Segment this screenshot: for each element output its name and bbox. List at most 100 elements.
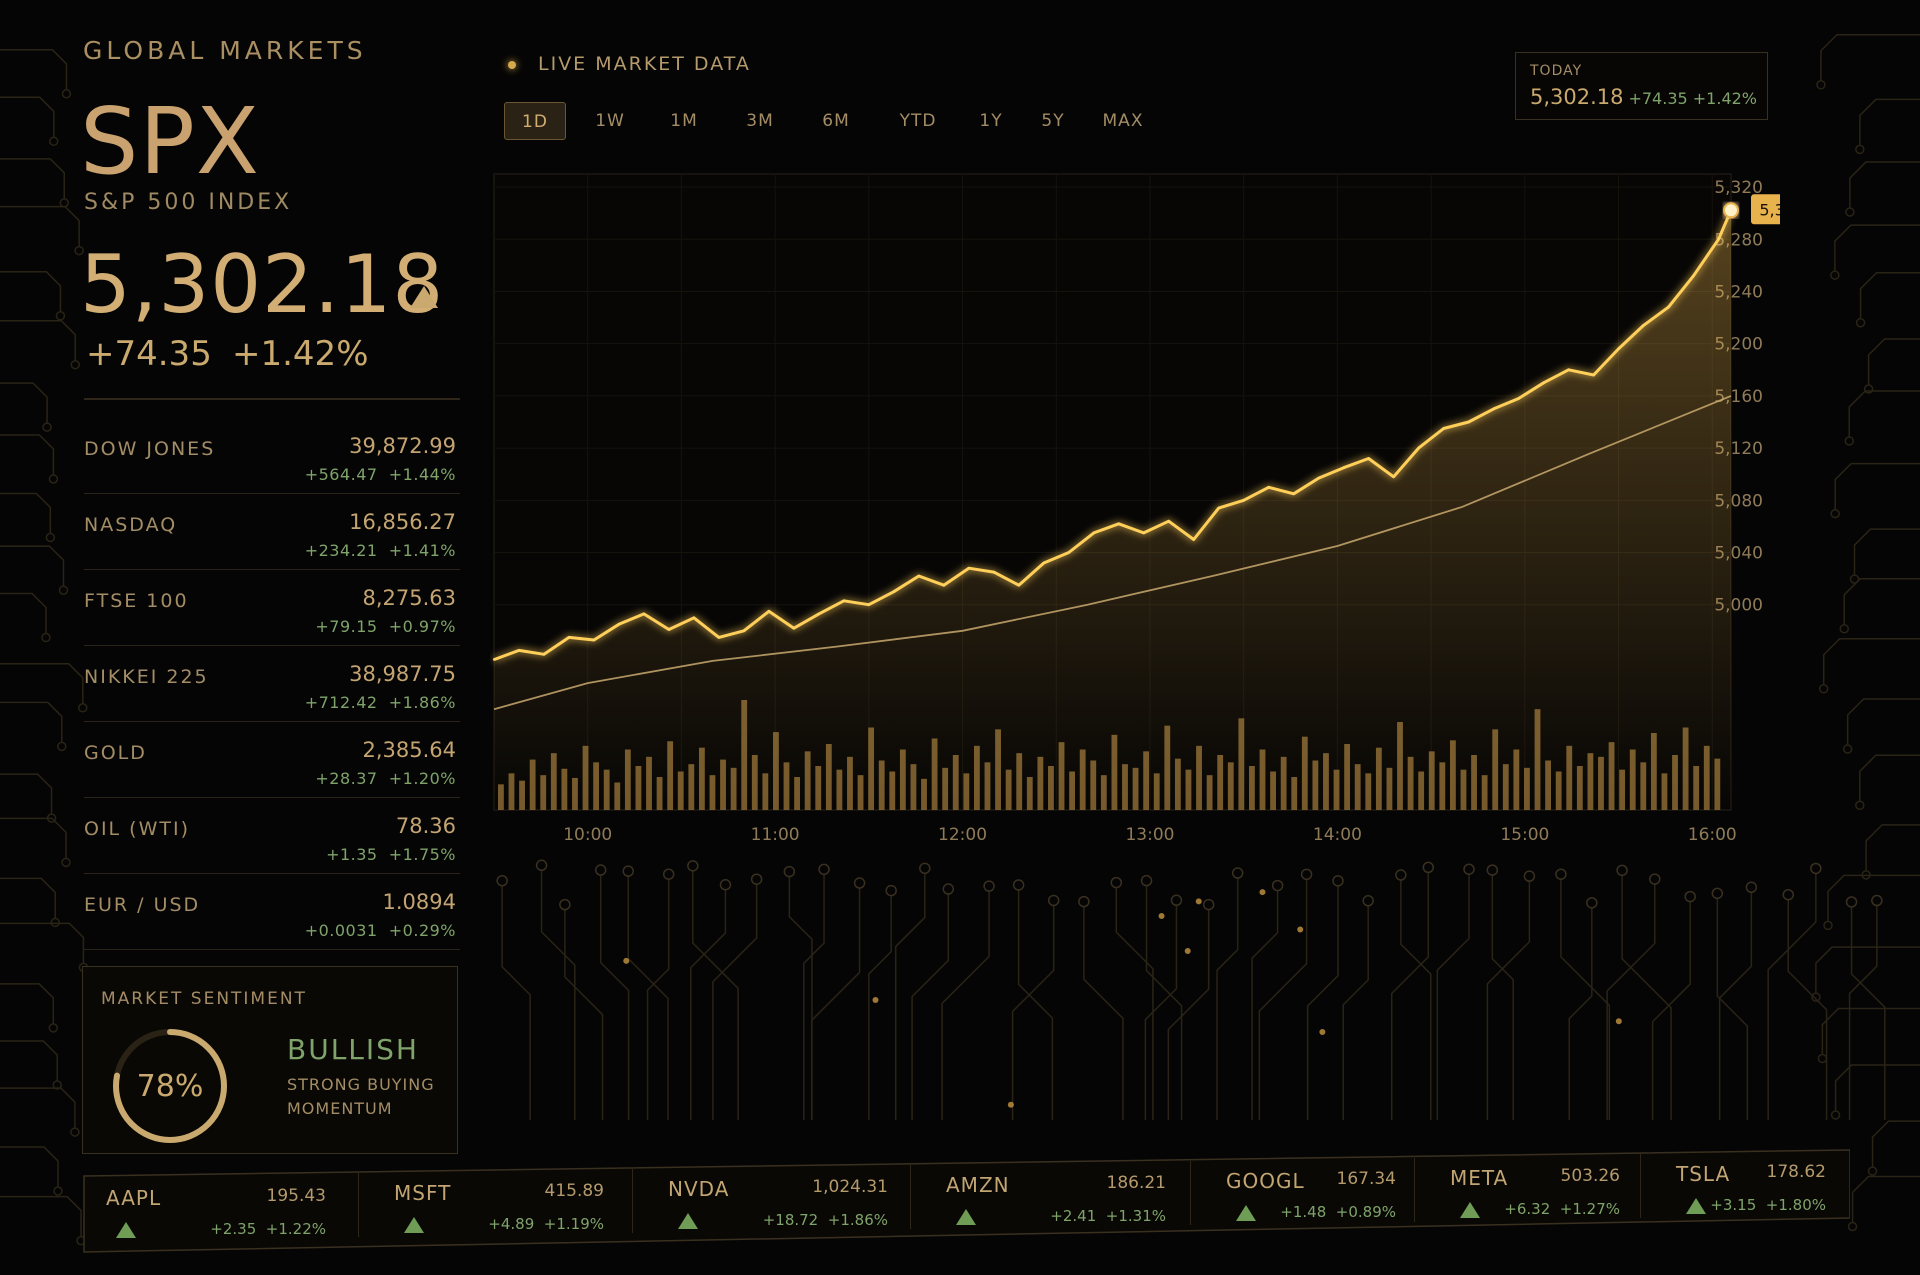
circuit-trace (0, 492, 52, 534)
stock-change: +1.48 +0.89% (1280, 1203, 1396, 1222)
data-point (1292, 492, 1295, 495)
circuit-node (687, 860, 699, 872)
market-row[interactable]: FTSE 100 8,275.63 +79.15 +0.97% (84, 570, 460, 646)
circuit-trace (0, 271, 62, 312)
data-point (642, 612, 646, 616)
market-row[interactable]: NIKKEI 225 38,987.75 +712.42 +1.86% (84, 646, 460, 722)
data-point (842, 599, 846, 603)
circuit-node (70, 1127, 80, 1137)
x-tick-label: 11:00 (751, 825, 800, 845)
circuit-trace (1144, 905, 1178, 1120)
circuit-node (1047, 894, 1060, 907)
stock-item-msft[interactable]: MSFT 415.89 +4.89 +1.19% (394, 1138, 604, 1258)
moving-average-line (493, 395, 1732, 711)
up-arrow-icon (1686, 1198, 1706, 1215)
circuit-trace (0, 983, 55, 1024)
circuit-node (1817, 1053, 1828, 1064)
sentiment-title: MARKET SENTIMENT (101, 989, 307, 1009)
circuit-node (1830, 508, 1840, 519)
circuit-trace (1849, 161, 1920, 209)
divider (632, 1169, 633, 1234)
circuit-node (1830, 270, 1840, 280)
y-tick-label: 5,320 (1714, 178, 1763, 198)
stock-price: 415.89 (544, 1181, 604, 1202)
x-tick-label: 15:00 (1500, 825, 1549, 845)
tab-ytd[interactable]: YTD (899, 111, 937, 131)
circuit-node (885, 884, 897, 897)
circuit-trace (1834, 224, 1920, 272)
tab-5y[interactable]: 5Y (1041, 111, 1065, 131)
circuit-trace (894, 873, 926, 1120)
market-row[interactable]: EUR / USD 1.0894 +0.0031 +0.29% (84, 874, 460, 950)
circuit-trace (0, 701, 63, 743)
circuit-node (750, 873, 763, 885)
data-point (1017, 583, 1020, 587)
divider (358, 1173, 359, 1238)
circuit-node (1555, 868, 1567, 880)
circuit-trace (692, 870, 739, 1120)
data-point (517, 649, 521, 652)
data-point (917, 574, 921, 578)
tab-1m[interactable]: 1M (670, 111, 698, 131)
circuit-trace (1859, 754, 1920, 802)
circuit-node (1830, 1110, 1841, 1120)
market-name: EUR / USD (84, 894, 201, 916)
price-area (494, 210, 1731, 811)
circuit-trace (1716, 898, 1749, 1120)
circuit-trace (599, 875, 630, 1120)
circuit-trace (564, 909, 604, 1120)
circuit-trace (1859, 98, 1920, 146)
circuit-trace (1436, 874, 1470, 1120)
stock-item-aapl[interactable]: AAPL 195.43 +2.35 +1.22% (106, 1138, 326, 1258)
circuit-node (1867, 1166, 1878, 1176)
market-row[interactable]: NASDAQ 16,856.27 +234.21 +1.41% (84, 494, 460, 570)
stock-item-amzn[interactable]: AMZN 186.21 +2.41 +1.31% (946, 1138, 1166, 1258)
stock-item-nvda[interactable]: NVDA 1,024.31 +18.72 +1.86% (668, 1138, 888, 1258)
circuit-trace (0, 1087, 76, 1129)
sentiment-gauge (113, 1029, 227, 1143)
circuit-trace (1306, 885, 1339, 1120)
stock-item-tsla[interactable]: TSLA 178.62 +3.15 +1.80% (1676, 1138, 1826, 1258)
glow-node (872, 997, 879, 1004)
circuit-trace (0, 1146, 59, 1188)
circuit-node (1845, 896, 1858, 908)
tab-1d[interactable]: 1D (504, 102, 566, 140)
tab-6m[interactable]: 6M (822, 111, 850, 131)
tab-max[interactable]: MAX (1102, 111, 1144, 131)
tab-3m[interactable]: 3M (746, 111, 774, 131)
circuit-trace (1815, 946, 1920, 994)
circuit-trace (1867, 338, 1920, 386)
stock-item-meta[interactable]: META 503.26 +6.32 +1.27% (1450, 1138, 1620, 1258)
data-point (1392, 475, 1395, 479)
market-row[interactable]: GOLD 2,385.64 +28.37 +1.20% (84, 722, 460, 798)
tab-1y[interactable]: 1Y (979, 111, 1003, 131)
divider (84, 398, 460, 400)
tab-1w[interactable]: 1W (595, 111, 625, 131)
circuit-trace (1145, 885, 1183, 1120)
today-label: TODAY (1530, 63, 1583, 79)
circuit-trace (0, 1195, 82, 1237)
circuit-node (1362, 895, 1374, 907)
circuit-trace (0, 49, 68, 90)
market-row[interactable]: OIL (WTI) 78.36 +1.35 +1.75% (84, 798, 460, 874)
circuit-trace (1342, 905, 1369, 1120)
price-chart[interactable]: 5,000 5,040 5,080 5,120 5,160 5,200 5,240 5,280… (490, 160, 1780, 860)
circuit-node (1523, 870, 1536, 882)
stock-item-googl[interactable]: GOOGL 167.34 +1.48 +0.89% (1226, 1138, 1396, 1258)
data-point (1267, 486, 1270, 489)
market-change: +564.47 +1.44% (304, 465, 456, 484)
data-point (1117, 522, 1120, 526)
circuit-trace (1011, 905, 1055, 1120)
circuit-trace (868, 895, 892, 1120)
divider (1190, 1161, 1191, 1226)
circuit-node (1855, 144, 1865, 155)
circuit-node (61, 857, 71, 868)
data-point (942, 583, 946, 587)
circuit-node (1811, 992, 1821, 1002)
circuit-node (55, 311, 66, 321)
market-name: NIKKEI 225 (84, 666, 209, 688)
market-row[interactable]: DOW JONES 39,872.99 +564.47 +1.44% (84, 418, 460, 494)
circuit-trace (1486, 881, 1531, 1120)
data-point (567, 636, 571, 639)
circuit-node (48, 474, 59, 484)
